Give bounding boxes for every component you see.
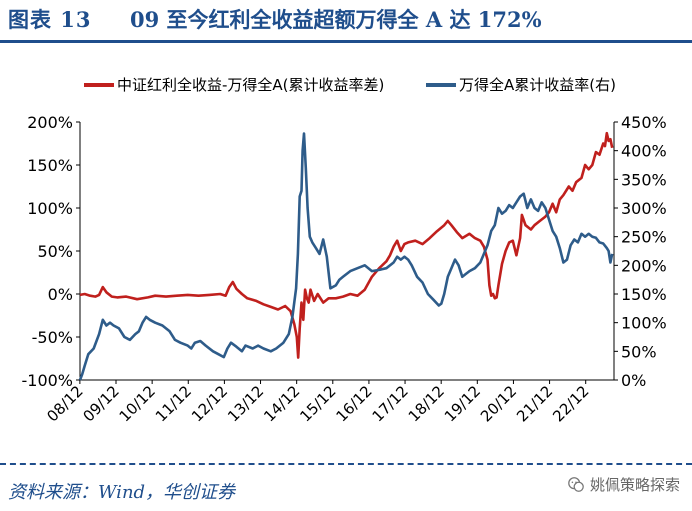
right-tick-label: 400% [621,142,667,161]
left-tick-label: 100% [27,199,73,218]
right-tick-label: 250% [621,228,667,247]
right-tick-label: 100% [621,314,667,333]
figure-title: 09 至今红利全收益超额万得全 A 达 172% [130,7,542,32]
legend-label-wind-all-a: 万得全A累计收益率(右) [459,76,616,94]
left-tick-label: -50% [32,328,73,347]
right-tick-label: 150% [621,285,667,304]
right-tick-label: 0% [621,371,646,390]
watermark-text: 姚佩策略探索 [589,476,680,494]
x-tick-label: 21/12 [513,382,556,425]
x-tick-label: 20/12 [477,382,520,425]
left-tick-label: -100% [21,371,73,390]
wechat-icon [568,476,584,492]
figure-number: 图表 13 [8,7,92,32]
x-tick-label: 16/12 [332,382,375,425]
x-tick-label: 17/12 [369,382,412,425]
left-tick-label: 150% [27,156,73,175]
x-tick-label: 11/12 [152,382,195,425]
x-tick-label: 13/12 [224,382,267,425]
left-tick-label: 200% [27,113,73,132]
right-tick-label: 50% [621,342,657,361]
right-tick-label: 200% [621,256,667,275]
left-tick-label: 50% [37,242,73,261]
footer-divider [0,463,692,465]
x-tick-label: 22/12 [549,382,592,425]
x-tick-label: 19/12 [441,382,484,425]
right-tick-label: 450% [621,113,667,132]
series-line-excess-return [79,131,614,359]
series-line-wind-all-a [78,132,614,381]
x-tick-label: 15/12 [296,382,339,425]
legend-label-excess-return: 中证红利全收益-万得全A(累计收益率差) [117,76,384,94]
x-tick-label: 18/12 [405,382,448,425]
figure-header: 图表 13 09 至今红利全收益超额万得全 A 达 172% [0,0,692,40]
right-tick-label: 350% [621,170,667,189]
x-tick-label: 10/12 [116,382,159,425]
left-tick-label: 0% [48,285,73,304]
watermark: 姚佩策略探索 [567,474,680,495]
x-tick-label: 09/12 [80,382,123,425]
x-tick-label: 12/12 [188,382,231,425]
line-chart: 200% 150% 100% 50% 0% -50% -100% 450% 400% 350% 30… [21,76,667,425]
right-tick-label: 300% [621,199,667,218]
title-divider [0,40,692,43]
x-tick-label: 14/12 [260,382,303,425]
source-note: 资料来源：Wind，华创证券 [8,482,236,503]
chart-area: 200% 150% 100% 50% 0% -50% -100% 450% 400% 350% 30… [0,60,692,460]
